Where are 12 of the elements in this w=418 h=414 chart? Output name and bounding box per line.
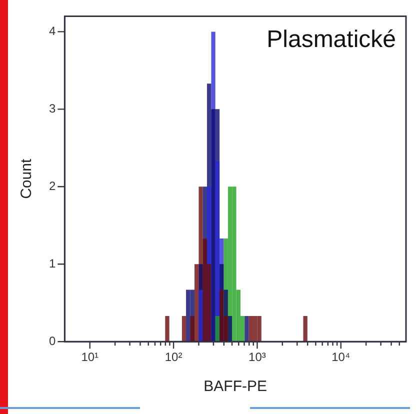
y-tick-label: 1 [48, 256, 56, 270]
y-tick-label: 0 [48, 334, 56, 348]
y-tick-label: 4 [48, 24, 56, 38]
y-tick-label: 3 [48, 101, 56, 116]
chart-title: Plasmatické [266, 26, 396, 53]
y-tick-label: 2 [48, 178, 56, 193]
x-tick-label: 10² [164, 350, 182, 364]
x-tick-label: 10³ [248, 350, 266, 364]
x-axis-title: BAFF-PE [204, 378, 268, 396]
x-tick-label: 10¹ [81, 350, 99, 364]
x-tick-label: 10⁴ [332, 350, 350, 364]
y-axis-title: Count [18, 158, 36, 199]
